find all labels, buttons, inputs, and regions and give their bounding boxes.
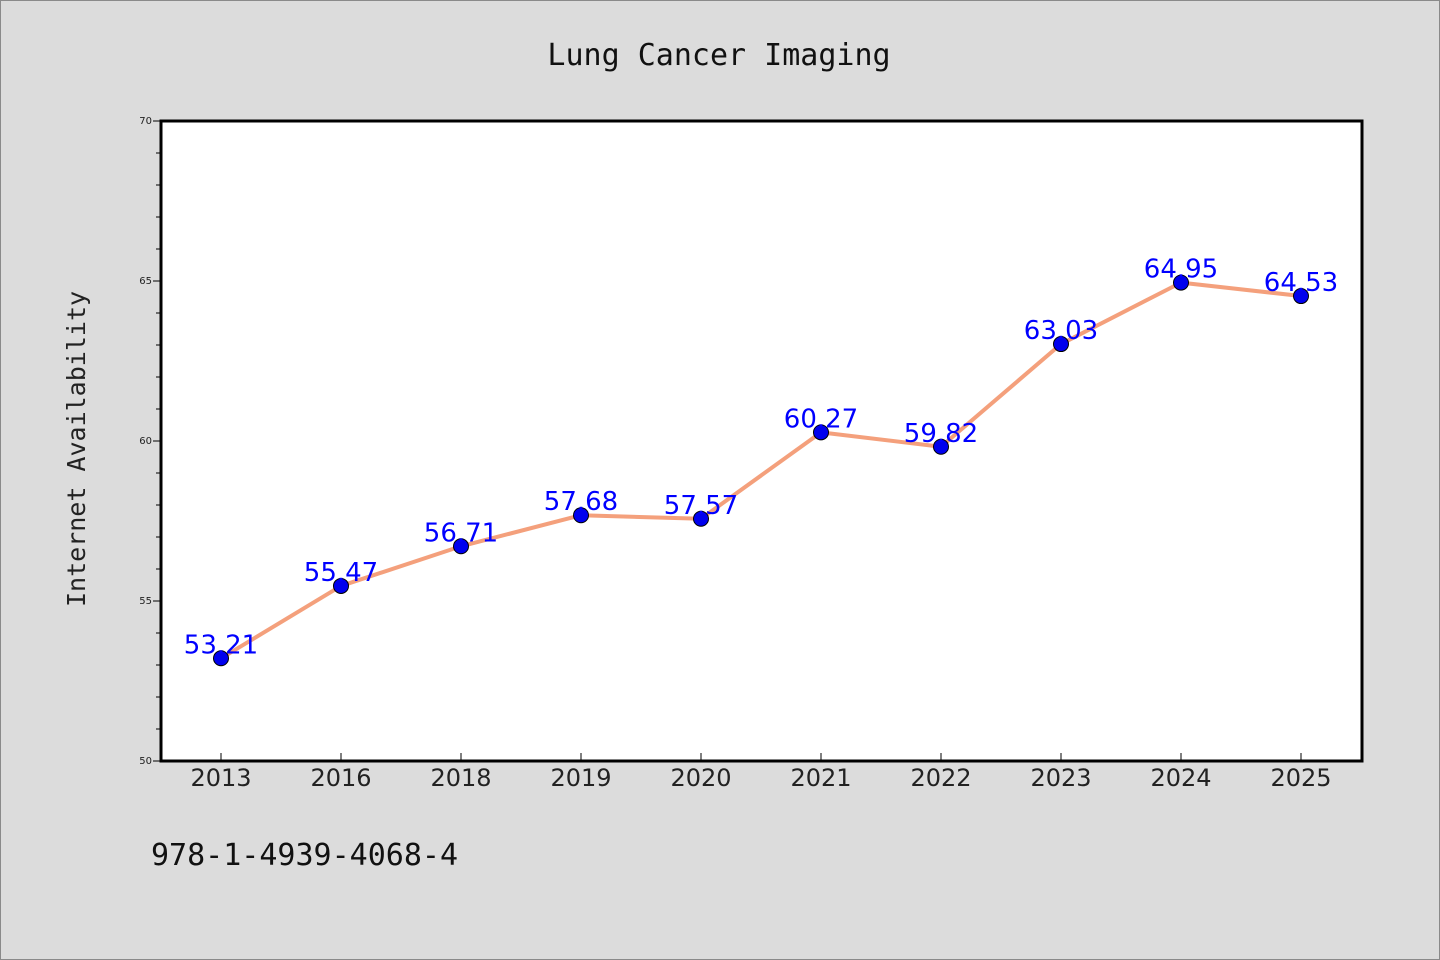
data-label: 56.71 bbox=[424, 518, 498, 548]
x-tick-label: 2022 bbox=[910, 764, 971, 792]
x-tick-label: 2019 bbox=[550, 764, 611, 792]
data-point bbox=[813, 424, 829, 441]
x-tick-label: 2023 bbox=[1030, 764, 1091, 792]
data-label: 64.53 bbox=[1264, 268, 1338, 298]
y-axis-label: Internet Availability bbox=[62, 291, 91, 607]
data-point bbox=[1293, 288, 1309, 305]
x-tick-label: 2025 bbox=[1270, 764, 1331, 792]
footer-isbn: 978-1-4939-4068-4 bbox=[151, 838, 458, 873]
data-point bbox=[1053, 336, 1069, 353]
data-label: 53.21 bbox=[184, 630, 258, 660]
data-point bbox=[1173, 274, 1189, 291]
plot-area bbox=[159, 119, 1364, 763]
x-tick-label: 2013 bbox=[190, 764, 251, 792]
y-tick-label: 70 bbox=[139, 116, 152, 127]
x-axis-ticks: 2013 2016 2018 2019 2020 2021 2022 2023 2024 2025 bbox=[190, 753, 1332, 792]
x-tick-label: 2016 bbox=[310, 764, 371, 792]
y-tick-label: 55 bbox=[139, 596, 152, 607]
series-layer bbox=[213, 274, 1309, 667]
data-label: 63.03 bbox=[1024, 316, 1098, 346]
y-tick-label: 65 bbox=[139, 276, 152, 287]
data-point bbox=[453, 538, 469, 555]
data-label: 59.82 bbox=[904, 419, 978, 449]
data-point bbox=[333, 577, 349, 594]
x-tick-label: 2024 bbox=[1150, 764, 1211, 792]
chart-title: Lung Cancer Imaging bbox=[547, 38, 890, 73]
y-tick-label: 60 bbox=[139, 436, 152, 447]
data-point bbox=[213, 650, 229, 667]
data-point bbox=[693, 510, 709, 527]
data-point bbox=[933, 438, 949, 455]
data-label: 57.68 bbox=[544, 487, 618, 517]
y-tick-label: 50 bbox=[139, 756, 152, 767]
y-axis-ticks: 50 55 60 65 70 bbox=[139, 116, 161, 767]
data-label: 55.47 bbox=[304, 558, 378, 588]
data-labels-layer: 53.21 55.47 56.71 57.68 57.57 60.27 59.82 63.03… bbox=[184, 255, 1338, 661]
x-tick-label: 2020 bbox=[670, 764, 731, 792]
x-tick-label: 2021 bbox=[790, 764, 851, 792]
series-line bbox=[219, 280, 1303, 661]
data-label: 60.27 bbox=[784, 404, 858, 434]
data-label: 57.57 bbox=[664, 491, 738, 521]
data-label: 64.95 bbox=[1144, 255, 1218, 285]
x-tick-label: 2018 bbox=[430, 764, 491, 792]
data-point bbox=[573, 507, 589, 524]
